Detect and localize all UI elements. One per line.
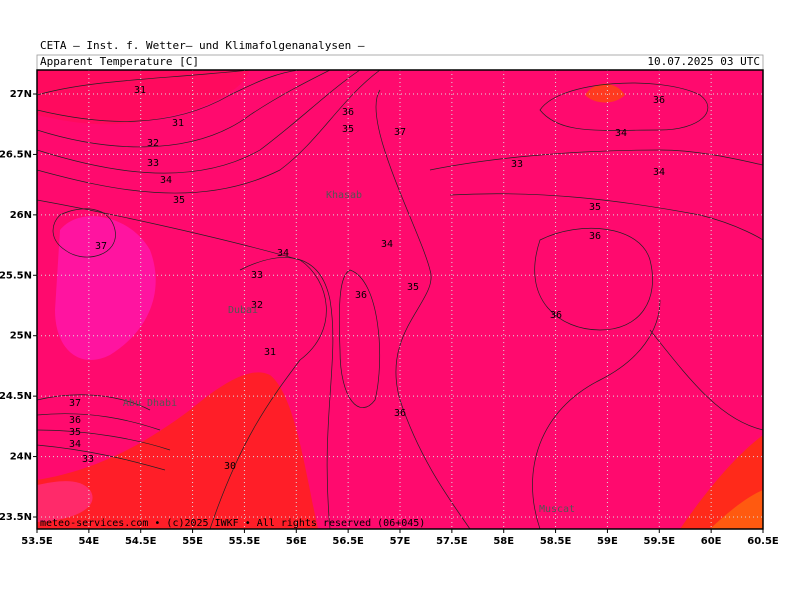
- x-tick-label: 58.5E: [540, 536, 572, 547]
- contour-label: 34: [277, 248, 289, 259]
- contour-label: 36: [653, 95, 665, 106]
- contour-label: 36: [355, 290, 367, 301]
- contour-label: 37: [394, 127, 406, 138]
- contour-label: 33: [511, 159, 523, 170]
- field-region: [37, 70, 250, 125]
- contour: [37, 394, 171, 471]
- y-tick-label: 27N: [10, 89, 32, 100]
- contour-label: 36: [342, 107, 354, 118]
- contour-label: 35: [407, 282, 419, 293]
- contour-label: 34: [69, 439, 81, 450]
- x-tick-label: 59.5E: [644, 536, 676, 547]
- x-tick-label: 54E: [78, 536, 99, 547]
- contour-label: 36: [550, 310, 562, 321]
- contour-label: 35: [589, 202, 601, 213]
- contour: [239, 257, 334, 529]
- y-tick-label: 25N: [10, 331, 32, 342]
- contour: [37, 70, 361, 174]
- y-tick-label: 26N: [10, 210, 32, 221]
- contour: [37, 70, 301, 122]
- field-region: [585, 83, 625, 103]
- contour-label: 35: [69, 427, 81, 438]
- contour: [539, 82, 709, 131]
- y-tick-label: 24N: [10, 452, 32, 463]
- contour-label: 31: [264, 347, 276, 358]
- x-tick-label: 60E: [701, 536, 722, 547]
- y-tick-label: 25.5N: [0, 270, 32, 281]
- contour-label: 37: [69, 398, 81, 409]
- x-tick-label: 57E: [390, 536, 411, 547]
- place-name: Abu Dhabi: [123, 398, 177, 409]
- x-tick-label: 53.5E: [21, 536, 53, 547]
- contour: [375, 89, 471, 529]
- x-tick-label: 55E: [182, 536, 203, 547]
- contour-label: 34: [615, 128, 627, 139]
- x-tick-label: 60.5E: [747, 536, 779, 547]
- field: [37, 70, 763, 529]
- field-region: [37, 481, 93, 522]
- x-tick-label: 59E: [597, 536, 618, 547]
- y-tick-label: 23.5N: [0, 512, 32, 523]
- x-tick-label: 56E: [286, 536, 307, 547]
- contour-label: 30: [224, 461, 236, 472]
- grid: [37, 70, 763, 529]
- y-tick-label: 24.5N: [0, 391, 32, 402]
- footer: meteo-services.com • (c)2025 IWKF • All …: [40, 518, 425, 529]
- x-tick-label: 54.5E: [125, 536, 157, 547]
- contour-label: 35: [342, 124, 354, 135]
- contour: [649, 329, 763, 431]
- contour-labels: 31 31 32 33 34 35 37 36 35 37 34 33 32 3…: [69, 85, 665, 472]
- contour: [37, 199, 327, 529]
- contour: [52, 208, 116, 258]
- contour: [534, 228, 653, 331]
- contour: [449, 193, 763, 241]
- contour-label: 32: [251, 300, 263, 311]
- contour-label: 31: [172, 118, 184, 129]
- contour: [429, 149, 763, 171]
- contour-label: 33: [82, 454, 94, 465]
- place-name: Muscat: [539, 504, 575, 515]
- contour: [338, 269, 381, 408]
- contour-label: 36: [69, 415, 81, 426]
- y-tick-label: 26.5N: [0, 149, 32, 160]
- x-tick-label: 57.5E: [436, 536, 468, 547]
- source-header: CETA — Inst. f. Wetter— und Klimafolgena…: [40, 39, 365, 52]
- field-region: [55, 216, 156, 360]
- contour-label: 34: [653, 167, 665, 178]
- field-region: [37, 372, 318, 529]
- x-tick-label: 58E: [493, 536, 514, 547]
- contour-label: 35: [173, 195, 185, 206]
- contour: [532, 299, 661, 529]
- contour-label: 33: [147, 158, 159, 169]
- field-region: [710, 490, 763, 529]
- x-tick-label: 55.5E: [229, 536, 261, 547]
- contour: [37, 70, 251, 96]
- places: Khasab Dubai Abu Dhabi Muscat: [123, 190, 575, 515]
- contour-label: 32: [147, 138, 159, 149]
- contour-label: 36: [589, 231, 601, 242]
- timestamp: 10.07.2025 03 UTC: [647, 55, 760, 68]
- contour-label: 33: [251, 270, 263, 281]
- contour-label: 36: [394, 408, 406, 419]
- place-name: Khasab: [326, 190, 362, 201]
- place-name: Dubai: [228, 305, 258, 316]
- contour-label: 31: [134, 85, 146, 96]
- contour: [37, 70, 381, 194]
- x-tick-label: 56.5E: [332, 536, 364, 547]
- contour-label: 37: [95, 241, 107, 252]
- contour-label: 34: [160, 175, 172, 186]
- contour-label: 34: [381, 239, 393, 250]
- map-title: Apparent Temperature [C]: [40, 55, 199, 68]
